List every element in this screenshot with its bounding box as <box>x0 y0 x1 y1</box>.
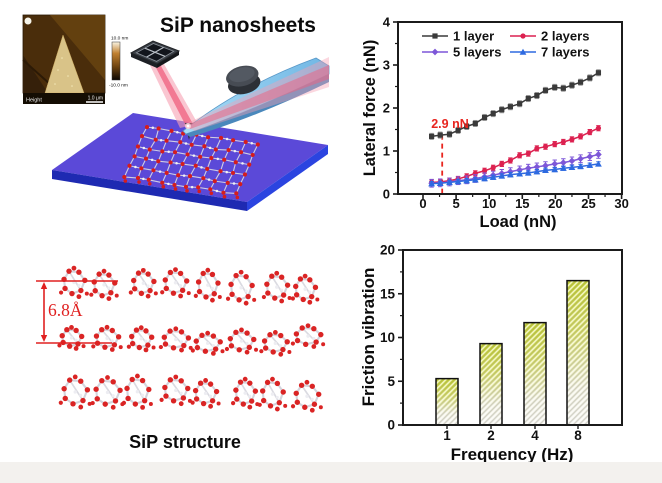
x-tick-label: 4 <box>531 428 539 443</box>
x-tick-label: 0 <box>419 196 426 211</box>
bar-4hz <box>523 321 547 426</box>
panel-sip-structure: 6.8Å SiP structure <box>0 240 330 483</box>
x-tick-label: 25 <box>581 196 595 211</box>
line-chart-canvas: 0 5 10 15 20 25 30 0 1 2 3 4 Load (nN) Lateral force … <box>361 15 629 232</box>
bar-2hz <box>479 342 503 426</box>
substrate-left-face <box>52 170 247 211</box>
panel-friction-chart: 0 5 10 15 20 1 2 4 8 Frequency (Hz) Friction vibra… <box>330 240 662 483</box>
afm-colorbar-min: -10.0 nm <box>109 83 128 89</box>
y-tick-label: 0 <box>383 187 390 202</box>
panel-lateral-force-chart: 0 5 10 15 20 25 30 0 1 2 3 4 Load (nN) Lateral force … <box>330 0 662 240</box>
y-tick-label: 5 <box>387 374 395 389</box>
nanosheets-canvas: SiP nanosheets <box>22 14 330 211</box>
interlayer-spacing-annotation <box>36 280 118 344</box>
sip-cluster <box>290 379 323 413</box>
y-tick-label: 3 <box>383 58 390 73</box>
y-tick-label: 1 <box>383 144 390 159</box>
afm-particle <box>24 17 32 25</box>
sip-cluster <box>190 378 221 409</box>
y-tick-label: 2 <box>383 101 390 116</box>
laser-beam-incident <box>147 57 198 128</box>
substrate-right-face <box>247 145 328 211</box>
y-tick-label: 15 <box>380 286 396 301</box>
sip-cluster <box>58 374 92 410</box>
sip-cluster <box>261 270 292 304</box>
x-tick-label: 2 <box>487 428 495 443</box>
bar-8hz <box>566 279 590 426</box>
substrate-top-face <box>52 113 328 202</box>
sip-cluster <box>257 376 288 412</box>
photodetector-icon <box>129 40 181 68</box>
x-axis-label: Frequency (Hz) <box>451 445 574 464</box>
legend-item-5-layers: 5 layers <box>422 45 501 60</box>
afm-colorbar-max: 10.0 nm <box>111 36 128 42</box>
sip-cluster <box>128 267 158 299</box>
sip-cluster <box>193 267 222 303</box>
sip-cluster <box>158 326 193 353</box>
y-axis-label: Lateral force (nN) <box>361 40 379 177</box>
y-tick-label: 10 <box>380 330 395 345</box>
sip-cluster <box>91 324 123 352</box>
afm-channel-label: Height <box>26 98 42 104</box>
x-axis-label: Load (nN) <box>480 213 557 231</box>
sip-cluster <box>259 330 292 357</box>
sip-cluster <box>121 373 153 410</box>
interlayer-spacing-label: 6.8Å <box>48 300 83 320</box>
laser-beam-reflected <box>183 57 329 131</box>
legend-label: 7 layers <box>541 45 589 60</box>
y-tick-label: 4 <box>383 15 391 30</box>
afm-scale-label: 1.0 μm <box>88 96 103 102</box>
footer-strip <box>0 462 662 483</box>
sip-cluster <box>290 273 320 305</box>
line-chart: 0 5 10 15 20 25 30 0 1 2 3 4 Load (nN) Lateral force … <box>361 15 629 232</box>
legend-label: 1 layer <box>453 29 494 44</box>
y-tick-label: 20 <box>380 243 395 258</box>
legend-label: 2 layers <box>541 29 589 44</box>
laser-spot-core <box>186 124 190 128</box>
substrate <box>52 113 328 211</box>
legend-label: 5 layers <box>453 45 501 60</box>
legend-item-2-layers: 2 layers <box>510 29 589 44</box>
sip-cluster <box>126 325 156 353</box>
sip-cluster <box>224 327 258 355</box>
x-tick-label: 20 <box>548 196 562 211</box>
sip-cluster <box>190 330 225 356</box>
sip-cluster <box>290 323 326 349</box>
legend-item-7-layers: 7 layers <box>510 45 589 60</box>
panel-title: SiP nanosheets <box>160 14 316 37</box>
afm-colorbar <box>111 41 121 81</box>
x-tick-label: 1 <box>443 428 451 443</box>
annotation-text: 2.9 nN <box>431 117 469 131</box>
series-1-layer <box>429 69 602 140</box>
y-tick-label: 0 <box>387 418 395 433</box>
sip-cluster <box>225 269 257 306</box>
x-tick-label: 5 <box>452 196 459 211</box>
x-tick-label: 10 <box>482 196 496 211</box>
structure-caption: SiP structure <box>129 432 241 452</box>
bar-1hz <box>435 377 459 426</box>
sip-cluster <box>58 265 89 300</box>
series-2-layers <box>429 125 602 186</box>
sip-cluster <box>231 376 260 410</box>
x-tick-label: 8 <box>574 428 582 443</box>
sip-cluster <box>57 325 86 351</box>
sip-cluster <box>160 267 191 299</box>
sip-cluster <box>89 268 119 301</box>
x-tick-label: 15 <box>515 196 529 211</box>
series-7-layers <box>428 160 602 187</box>
mirror-disk <box>226 65 261 95</box>
sip-cluster <box>159 374 192 407</box>
legend-item-1-layer: 1 layer <box>422 29 494 44</box>
y-axis-label: Friction vibration <box>359 268 378 407</box>
panel-sip-nanosheets: SiP nanosheets <box>0 0 330 240</box>
x-tick-label: 30 <box>614 196 628 211</box>
sip-cluster <box>90 375 125 410</box>
sip-layers <box>57 265 326 413</box>
afm-inset: Height 1.0 μm 10.0 nm -10.0 nm <box>22 14 128 104</box>
structure-canvas: 6.8Å SiP structure <box>36 265 326 452</box>
